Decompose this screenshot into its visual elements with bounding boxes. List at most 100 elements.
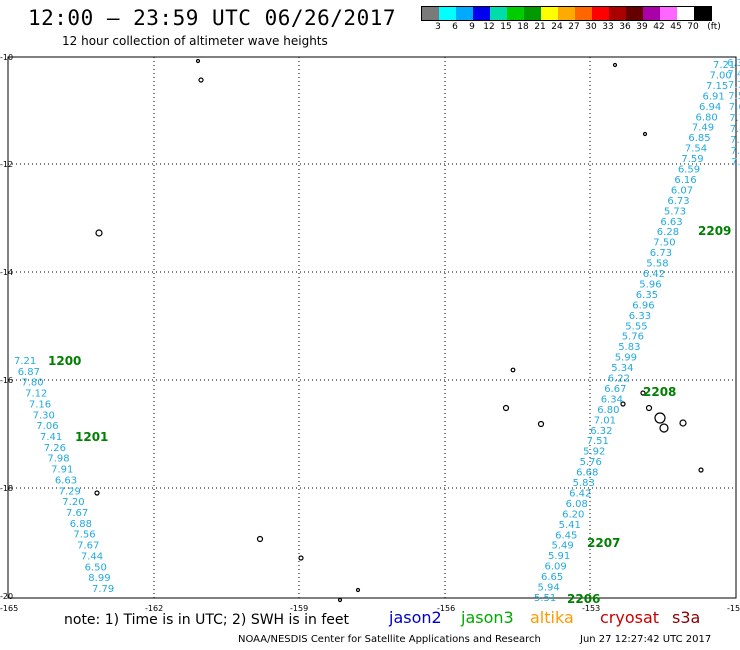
wave-height-value: 6.73 — [650, 248, 672, 259]
wave-height-value: 7.4 — [730, 124, 740, 135]
wave-height-value: 7.59 — [681, 154, 703, 165]
legend-label: 27 — [568, 22, 580, 32]
wave-height-value: 5.83 — [618, 342, 640, 353]
legend-swatch — [473, 7, 490, 20]
wave-height-value: 6.67 — [604, 384, 626, 395]
wave-height-value: 7.67 — [77, 541, 99, 552]
satellite-jason2: jason2 — [389, 608, 442, 627]
wave-height-value: 6.45 — [555, 530, 577, 541]
wave-height-value: 6.32 — [590, 426, 612, 437]
satellite-altika: altika — [530, 608, 574, 627]
legend-label: 12 — [483, 22, 495, 32]
legend-swatch — [694, 7, 711, 20]
lat-label: -12 — [0, 160, 13, 169]
wave-height-value: 6.87 — [18, 367, 40, 378]
wave-height-value: 7.91 — [51, 465, 73, 476]
island-outline — [337, 597, 343, 603]
legend-label: 33 — [602, 22, 614, 32]
wave-height-value: 7.79 — [92, 584, 114, 595]
legend-label: 36 — [619, 22, 631, 32]
wave-height-value: 5.92 — [583, 447, 605, 458]
wave-height-value: 6.94 — [699, 102, 721, 113]
wave-height-value: 5.34 — [611, 363, 633, 374]
island-outline — [195, 58, 201, 64]
legend-label: 45 — [670, 22, 682, 32]
island-outline — [510, 367, 516, 373]
track-left: 7.216.877.807.127.167.307.067.417.267.98… — [14, 356, 114, 595]
wave-height-value: 6.34 — [601, 394, 623, 405]
wave-height-value: 6.08 — [566, 499, 588, 510]
wave-height-value: 7.8 — [730, 135, 740, 146]
wave-height-value: 7.80 — [21, 378, 43, 389]
wave-height-value: 7.54 — [685, 144, 707, 155]
time-label: 1200 — [48, 354, 81, 368]
lat-label: -20 — [0, 592, 13, 601]
island-outline — [645, 404, 653, 412]
wave-height-value: 7.2 — [731, 157, 740, 168]
legend-swatch — [626, 7, 643, 20]
legend-label: 24 — [551, 22, 563, 32]
wave-height-value: 6.22 — [608, 374, 630, 385]
wave-height-value: 5.91 — [548, 551, 570, 562]
wave-height-value: 6.20 — [562, 509, 584, 520]
time-label: 2207 — [587, 536, 620, 550]
time-labels: 1200 1201 2209 2208 2207 2206 — [48, 224, 731, 606]
island-outline — [256, 535, 264, 543]
satellite-s3a: s3a — [672, 608, 701, 627]
lon-label: -165 — [0, 604, 18, 613]
legend-swatch — [439, 7, 456, 20]
legend-label: 6 — [452, 22, 458, 32]
time-label: 2208 — [643, 385, 676, 399]
wave-height-value: 6.16 — [674, 175, 696, 186]
legend-swatch — [541, 7, 558, 20]
wave-height-value: 7.3 — [731, 146, 740, 157]
island-outline — [640, 390, 646, 396]
island-outline — [620, 401, 626, 407]
axis-labels: -10 -12 -14 -16 -18 -20 -165 -162 -159 -156 -153 -1… — [0, 53, 740, 613]
wave-height-value: 6.3 — [727, 58, 740, 69]
wave-height-value: 6.09 — [545, 562, 567, 573]
wave-height-value: 7.30 — [33, 410, 55, 421]
track-right: 6.37.47.77.57.67.77.47.87.37.2 — [727, 58, 740, 168]
wave-height-value: 7.26 — [44, 443, 66, 454]
wave-height-value: 6.42 — [643, 269, 665, 280]
wave-height-value: 7.50 — [653, 238, 675, 249]
legend-label: 42 — [653, 22, 665, 32]
wave-height-value: 7.67 — [66, 508, 88, 519]
map-subtitle: 12 hour collection of altimeter wave hei… — [62, 34, 328, 48]
island-outline — [94, 490, 100, 496]
credit-line: NOAA/NESDIS Center for Satellite Applica… — [238, 634, 541, 645]
lon-label: -159 — [290, 604, 308, 613]
legend-label: 30 — [585, 22, 597, 32]
wave-height-value: 6.65 — [541, 572, 563, 583]
wave-height-value: 5.41 — [559, 520, 581, 531]
wave-height-value: 7.7 — [729, 113, 740, 124]
wave-height-value: 5.49 — [552, 541, 574, 552]
legend-label: 9 — [469, 22, 475, 32]
legend-label: 70 — [687, 22, 699, 32]
wave-height-value: 5.99 — [615, 353, 637, 364]
wave-height-value: 6.63 — [660, 217, 682, 228]
legend-swatch — [490, 7, 507, 20]
island-outline — [659, 423, 669, 433]
wave-height-value: 7.44 — [81, 551, 103, 562]
legend-label: 18 — [517, 22, 529, 32]
wave-height-value: 7.49 — [692, 123, 714, 134]
island-outline — [95, 229, 103, 237]
island-outline — [654, 412, 666, 424]
time-label: 2206 — [567, 592, 600, 606]
wave-height-value: 5.73 — [664, 206, 686, 217]
satellite-jason3: jason3 — [461, 608, 514, 627]
wave-height-value: 7.5 — [728, 91, 740, 102]
wave-height-value: 5.55 — [625, 321, 647, 332]
wave-height-value: 6.91 — [703, 91, 725, 102]
wave-height-value: 7.29 — [59, 486, 81, 497]
island-outline — [537, 420, 545, 428]
wave-height-value: 7.16 — [29, 399, 51, 410]
wave-height-value: 5.76 — [622, 332, 644, 343]
map-title: 12:00 — 23:59 UTC 06/26/2017 — [28, 6, 397, 30]
wave-height-value: 6.42 — [569, 489, 591, 500]
generation-timestamp: Jun 27 12:27:42 UTC 2017 — [580, 634, 712, 645]
wave-height-value: 7.21 — [713, 60, 735, 71]
